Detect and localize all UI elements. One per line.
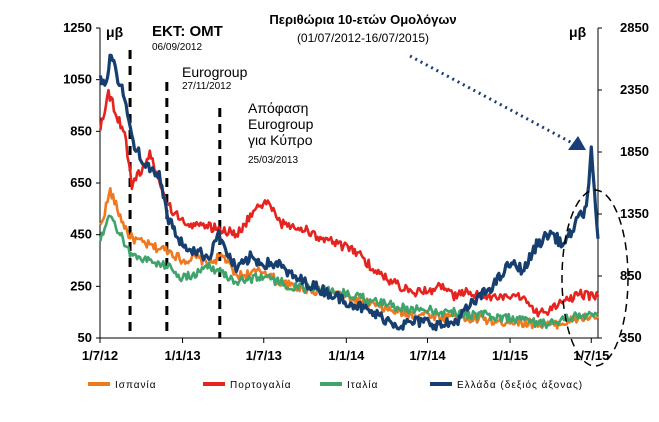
- left-tick-label: 50: [78, 330, 92, 345]
- event-title: Eurogroup: [182, 64, 248, 80]
- x-tick-label: 1/7/12: [82, 348, 118, 363]
- event-title-line: Eurogroup: [248, 116, 314, 132]
- right-tick-label: 1350: [620, 206, 649, 221]
- right-tick-label: 1850: [620, 144, 649, 159]
- right-tick-label: 350: [620, 330, 642, 345]
- legend-label: Πορτογαλία: [230, 379, 291, 391]
- event-title: ΕΚΤ: OMT: [152, 23, 223, 40]
- right-tick-label: 850: [620, 268, 642, 283]
- axes-layer: 1250 1050 850 650 450 250 50 2850 2350 1850 1350 85…: [63, 20, 649, 363]
- right-tick-label: 2850: [620, 20, 649, 35]
- series-line-3: [98, 53, 600, 332]
- legend: Ισπανία Πορτογαλία Ιταλία Ελλάδα (δεξιός άξ…: [88, 379, 583, 391]
- right-tick-label: 2350: [620, 82, 649, 97]
- trend-arrow-head: [568, 136, 586, 150]
- left-tick-label: 1250: [63, 20, 92, 35]
- event-date: 27/11/2012: [182, 81, 232, 92]
- annotation-layer: ΕΚΤ: OMT06/09/2012Eurogroup27/11/2012Από…: [128, 23, 314, 338]
- legend-label: Ελλάδα (δεξιός άξονας): [457, 379, 583, 391]
- legend-label: Ισπανία: [115, 379, 157, 391]
- chart-title: Περιθώρια 10-ετών Ομολόγων: [269, 12, 456, 27]
- left-tick-label: 450: [70, 227, 92, 242]
- left-tick-label: 250: [70, 278, 92, 293]
- series-layer: [98, 53, 600, 332]
- overlay-layer: [409, 54, 629, 367]
- left-tick-label: 850: [70, 123, 92, 138]
- highlight-ellipse: [561, 189, 629, 367]
- event-title-line: Απόφαση: [248, 100, 308, 116]
- left-tick-label: 650: [70, 175, 92, 190]
- x-tick-label: 1/1/14: [328, 348, 365, 363]
- series-line-1: [99, 88, 600, 318]
- x-tick-label: 1/7/14: [409, 348, 446, 363]
- event-date: 25/03/2013: [248, 155, 298, 166]
- left-axis-unit: μβ: [106, 24, 124, 40]
- trend-arrow-line: [409, 54, 575, 146]
- series-line-2: [99, 214, 599, 330]
- event-title-line: για Κύπρο: [248, 132, 313, 148]
- x-tick-label: 1/1/13: [164, 348, 200, 363]
- chart-subtitle: (01/07/2012-16/07/2015): [297, 31, 429, 45]
- x-tick-label: 1/7/13: [246, 348, 282, 363]
- left-tick-label: 1050: [63, 72, 92, 87]
- event-date: 06/09/2012: [152, 42, 202, 53]
- x-tick-label: 1/7/15: [573, 348, 609, 363]
- legend-label: Ιταλία: [347, 379, 378, 391]
- right-axis-unit: μβ: [569, 24, 587, 40]
- x-tick-label: 1/1/15: [492, 348, 528, 363]
